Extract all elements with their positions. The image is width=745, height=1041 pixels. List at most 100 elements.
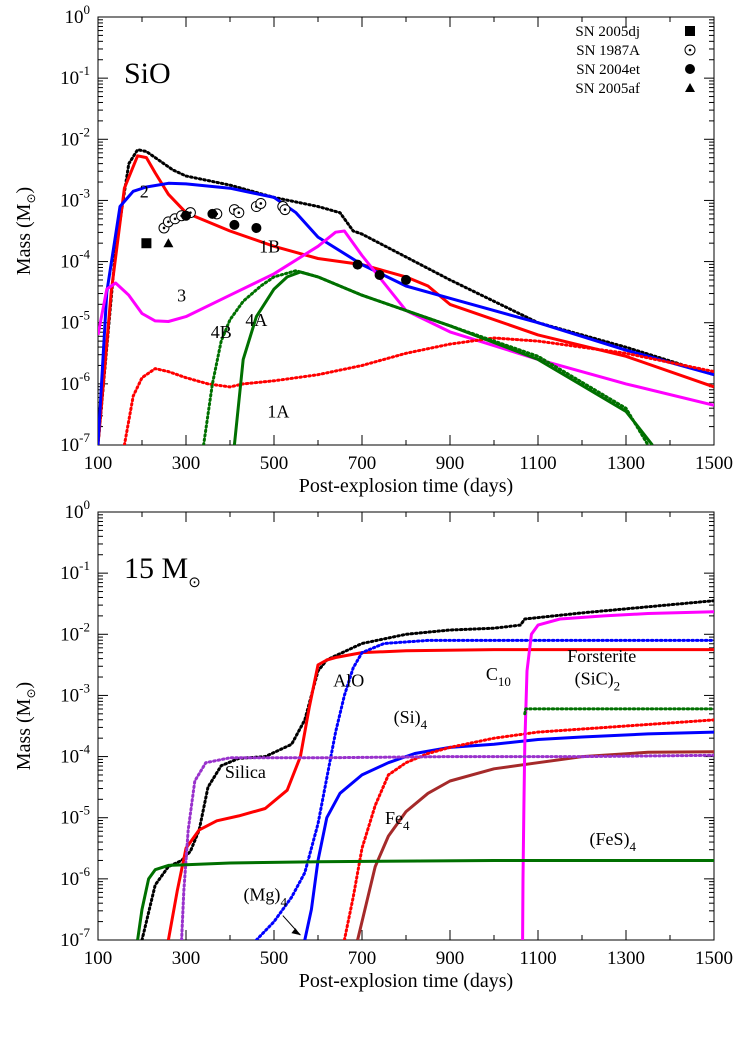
plot-frame: [97, 511, 715, 941]
series-line-4: [98, 229, 714, 407]
panel-title: 15 M⊙: [124, 552, 201, 591]
arrow-head-icon: [291, 928, 301, 936]
panel-title-text: SiO: [124, 57, 171, 90]
y-axis-label: Mass (M⊙): [13, 187, 38, 275]
y-tick-exponent: -5: [79, 803, 90, 818]
y-tick-base: 10: [60, 563, 79, 584]
curve-label: Silica: [225, 762, 266, 782]
y-tick-exponent: -3: [79, 680, 90, 695]
y-tick-label: 10-3: [60, 680, 90, 706]
curve-label-text: (FeS): [590, 829, 630, 850]
y-tick-base: 10: [65, 502, 84, 523]
curve-label: (FeS)4: [590, 829, 637, 854]
sun-symbol-icon: ⊙: [24, 193, 38, 203]
y-tick-base: 10: [60, 685, 79, 706]
x-axis-label: Post-explosion time (days): [299, 475, 513, 497]
x-tick-label: 500: [260, 453, 289, 474]
y-tick-base: 10: [65, 7, 84, 28]
y-axis-label-text: Mass (M: [13, 203, 35, 275]
y-tick-base: 10: [60, 869, 79, 890]
curve-label-text: (Si): [394, 707, 421, 728]
x-tick-label: 1100: [519, 453, 556, 474]
x-tick-label: 1300: [607, 453, 645, 474]
y-axis-label: Mass (M⊙): [13, 682, 38, 770]
data-point-square: [685, 26, 695, 36]
y-tick-base: 10: [60, 808, 79, 829]
data-point-dot: [259, 202, 263, 205]
data-point-filled-circle: [352, 259, 363, 270]
curve-label-text: Fe: [385, 808, 403, 828]
y-tick-exponent: -7: [79, 925, 90, 940]
y-tick-exponent: -6: [79, 369, 90, 384]
curve-label-subscript: 4: [403, 818, 410, 833]
data-point-filled-circle: [251, 222, 262, 233]
x-tick-label: 100: [84, 948, 113, 969]
data-point-dot: [688, 48, 692, 52]
legend-label: SN 2004et: [576, 62, 641, 78]
series-group: [136, 599, 714, 940]
data-point-filled-circle: [374, 270, 385, 281]
y-tick-label: 100: [65, 2, 91, 28]
y-tick-exponent: -7: [79, 430, 90, 445]
curve-label-subscript: 2: [614, 678, 621, 693]
y-tick-label: 10-7: [60, 430, 90, 456]
sun-symbol-icon: ⊙: [24, 688, 38, 698]
curve-label-text: AlO: [333, 670, 364, 690]
y-tick-base: 10: [60, 435, 79, 456]
series-line-1: [98, 148, 714, 445]
series-line-6: [356, 750, 714, 940]
data-point-dot: [162, 226, 166, 230]
panel-title-text: 15 M: [124, 552, 188, 585]
y-tick-label: 10-2: [60, 619, 90, 645]
y-tick-base: 10: [60, 374, 79, 395]
curve-label-text: 4A: [245, 310, 267, 330]
series-line-3: [98, 181, 714, 445]
data-point-dot: [283, 208, 287, 211]
x-tick-label: 100: [84, 453, 113, 474]
data-point-triangle: [685, 83, 695, 92]
series-line-9: [180, 753, 714, 940]
sun-symbol-icon: ⊙: [188, 575, 201, 591]
y-tick-label: 10-4: [60, 247, 90, 273]
data-point-dot: [167, 220, 170, 224]
x-tick-label: 1300: [607, 948, 645, 969]
curve-label: (Si)4: [394, 707, 428, 732]
curve-label: 4B: [211, 322, 232, 342]
curve-label-subscript: 10: [498, 674, 511, 689]
x-tick-label: 900: [436, 948, 465, 969]
plot-frame: [97, 16, 715, 446]
curve-label-text: 4B: [211, 322, 232, 342]
curve-label: C10: [486, 664, 511, 689]
curve-label: AlO: [333, 670, 364, 690]
y-tick-base: 10: [60, 129, 79, 150]
curve-label: Fe4: [385, 808, 410, 833]
curve-label: (Mg)4: [243, 884, 287, 909]
series-line-2: [98, 154, 714, 445]
data-point-dot: [237, 211, 241, 214]
curve-label: 1B: [259, 236, 280, 256]
curve-label-subscript: 4: [421, 717, 428, 732]
y-tick-label: 10-2: [60, 124, 90, 150]
curve-label: 2: [140, 181, 149, 201]
curve-label: 1A: [267, 401, 289, 421]
y-tick-exponent: -2: [79, 124, 90, 139]
series-line-10: [136, 859, 714, 940]
x-tick-label: 1100: [519, 948, 556, 969]
y-tick-exponent: 0: [84, 2, 91, 17]
curve-label-subscript: 4: [630, 839, 637, 854]
curve-label: Forsterite: [567, 646, 636, 666]
series-line-8: [523, 707, 714, 716]
curve-label: 3: [177, 285, 186, 305]
y-axis-label-tail: ): [13, 187, 35, 194]
legend-label: SN 2005dj: [575, 24, 640, 40]
series-line-5: [122, 336, 714, 445]
curve-label-text: 1A: [267, 401, 289, 421]
y-tick-label: 10-4: [60, 742, 90, 768]
data-point-dot: [173, 217, 177, 221]
y-tick-exponent: 0: [84, 497, 91, 512]
data-point-square: [141, 238, 152, 249]
curve-label-text: 3: [177, 285, 186, 305]
y-tick-base: 10: [60, 624, 79, 645]
